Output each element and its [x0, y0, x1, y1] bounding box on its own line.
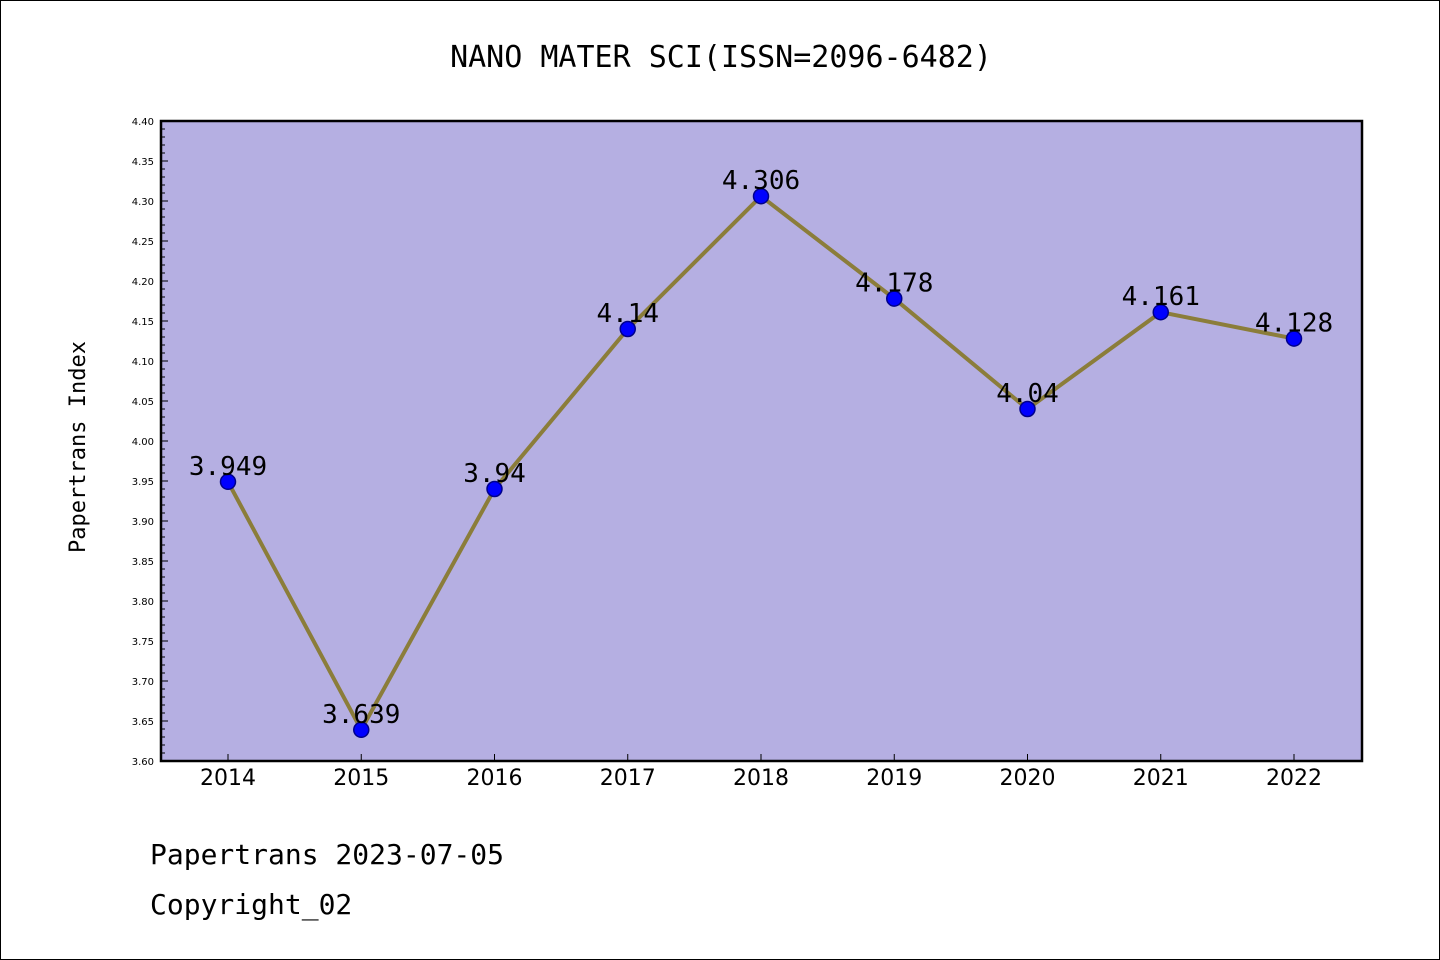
data-point-marker: [886, 290, 903, 307]
x-tick-label: 2015: [333, 766, 389, 791]
data-point-marker: [1019, 400, 1036, 418]
data-point-marker: [752, 187, 770, 205]
data-value-label: 4.306: [722, 166, 800, 196]
x-tick-label: 2019: [866, 766, 922, 791]
data-point-marker: [353, 721, 370, 739]
data-point-marker: [619, 320, 636, 338]
y-tick-label: 4.05: [132, 397, 154, 408]
x-tick-label: 2022: [1266, 766, 1322, 791]
y-tick-label: 3.90: [132, 517, 154, 528]
data-value-label: 3.949: [189, 452, 267, 482]
data-value-label: 3.639: [322, 700, 400, 730]
data-point-marker: [1285, 330, 1303, 347]
data-value-label: 4.161: [1122, 282, 1200, 312]
y-axis-ticks: 3.60 3.65 3.70 3.75 3.80 3.85 3.90 3.95 4.00 4.05…: [132, 117, 168, 768]
data-point-marker: [1152, 303, 1169, 321]
y-tick-label: 3.80: [132, 597, 154, 608]
y-tick-label: 3.85: [132, 557, 154, 568]
x-tick-label: 2014: [200, 766, 256, 791]
footer-date: Papertrans 2023-07-05: [150, 838, 504, 871]
x-tick-label: 2018: [733, 766, 789, 791]
y-tick-label: 4.30: [132, 197, 154, 208]
y-tick-label: 4.10: [132, 357, 154, 368]
data-markers: [219, 187, 1303, 739]
y-tick-label: 4.40: [132, 117, 154, 128]
y-tick-label: 4.25: [132, 237, 154, 248]
y-tick-label: 4.35: [132, 157, 154, 168]
chart-title: NANO MATER SCI(ISSN=2096-6482): [450, 40, 992, 75]
data-value-label: 4.04: [996, 379, 1059, 409]
y-tick-label: 3.60: [132, 757, 154, 768]
plot-area: [161, 121, 1362, 761]
x-tick-label: 2017: [600, 766, 656, 791]
data-point-marker: [219, 473, 237, 491]
y-tick-label: 4.00: [132, 437, 154, 448]
y-tick-label: 3.65: [132, 717, 154, 728]
y-tick-label: 4.20: [132, 277, 154, 288]
plot-border: [159, 119, 1364, 763]
data-value-label: 4.14: [596, 299, 659, 329]
y-tick-label: 3.95: [132, 477, 154, 488]
data-value-label: 4.178: [855, 269, 933, 299]
y-tick-label: 4.15: [132, 317, 154, 328]
x-tick-label: 2021: [1133, 766, 1189, 791]
data-value-label: 4.128: [1255, 309, 1333, 339]
footer-copyright: Copyright_02: [150, 888, 352, 922]
x-axis-ticks: 2014 2015 2016 2017 2018 2019 2020 2021 2022: [200, 754, 1322, 791]
data-labels: 3.949 3.639 3.94 4.14 4.306 4.178 4.04 4.161 4.1…: [189, 166, 1333, 730]
y-tick-label: 3.70: [132, 677, 154, 688]
y-axis-label: Papertrans Index: [66, 341, 91, 553]
data-point-marker: [486, 480, 503, 498]
data-value-label: 3.94: [463, 459, 526, 489]
x-tick-label: 2020: [1000, 766, 1056, 791]
y-tick-label: 3.75: [132, 637, 154, 648]
x-tick-label: 2016: [467, 766, 523, 791]
